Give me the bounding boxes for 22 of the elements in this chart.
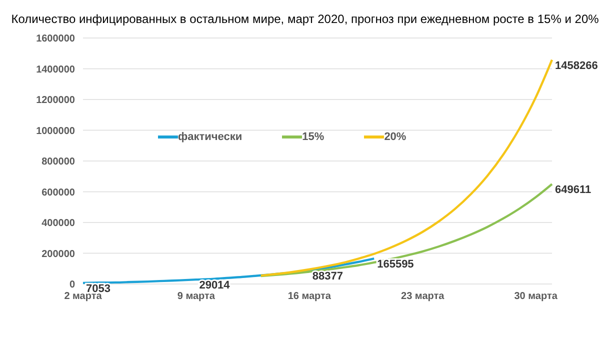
- x-tick-label: 9 марта: [177, 291, 216, 302]
- y-tick-label: 1200000: [36, 95, 76, 106]
- y-tick-label: 600000: [42, 187, 76, 198]
- x-tick-label: 16 марта: [288, 291, 332, 302]
- y-tick-label: 1000000: [36, 126, 76, 137]
- y-tick-label: 0: [69, 280, 76, 291]
- y-tick-label: 400000: [42, 218, 76, 230]
- x-tick-label: 23 марта: [401, 291, 445, 302]
- data-label: 649611: [555, 184, 592, 196]
- data-label: 88377: [312, 270, 344, 282]
- y-tick-label: 800000: [42, 156, 76, 168]
- legend-label: 15%: [302, 131, 324, 143]
- y-tick-label: 200000: [42, 248, 76, 260]
- data-label: 29014: [199, 280, 231, 292]
- y-tick-label: 1600000: [36, 34, 76, 45]
- legend-label: фактически: [178, 131, 242, 143]
- data-label: 1458266: [555, 60, 598, 72]
- data-label: 165595: [377, 258, 414, 271]
- x-tick-label: 30 марта: [514, 291, 558, 302]
- legend-label: 20%: [384, 131, 406, 143]
- chart-title: Количество инфицированных в остальном мире, март 2020, прогноз при ежедневном росте в 15% и 20%: [10, 11, 600, 26]
- y-tick-label: 1400000: [36, 64, 76, 76]
